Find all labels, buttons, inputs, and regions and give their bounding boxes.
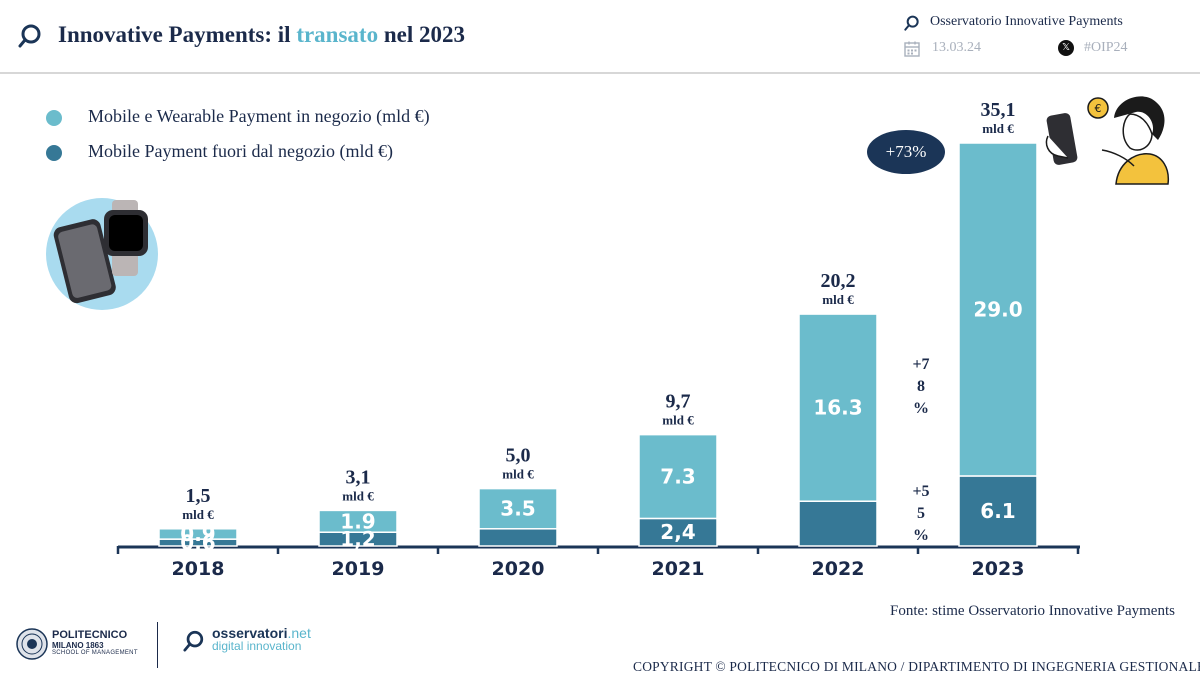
data-label-outside-store: 2,4 bbox=[660, 520, 695, 544]
bar-segment-outside-store bbox=[638, 517, 718, 547]
politecnico-school: SCHOOL OF MANAGEMENT bbox=[52, 650, 138, 656]
politecnico-name: POLITECNICO bbox=[52, 629, 128, 641]
bar-segment-outside-store bbox=[478, 528, 558, 547]
legend-swatch-light bbox=[46, 110, 62, 126]
x-logo-icon: 𝕏 bbox=[1058, 40, 1074, 56]
x-tick-label: 2018 bbox=[172, 558, 225, 580]
growth-light-line-1: +7 bbox=[912, 356, 930, 373]
growth-dark-line-2: 5 bbox=[917, 505, 925, 522]
x-tick-label: 2022 bbox=[812, 558, 865, 580]
total-unit-label: mld € bbox=[342, 488, 374, 503]
total-unit-label: mld € bbox=[662, 413, 694, 428]
osservatori-tagline: digital innovation bbox=[212, 639, 302, 653]
growth-dark-line-1: +5 bbox=[912, 483, 930, 500]
copyright-note: COPYRIGHT © POLITECNICO DI MILANO / DIPA… bbox=[633, 659, 1200, 674]
phone-watch-illustration bbox=[46, 198, 158, 310]
data-label-outside-store: 0.6 bbox=[180, 531, 215, 555]
bar-segment-outside-store bbox=[798, 500, 878, 547]
growth-label-dark: +5 5 % bbox=[909, 481, 933, 547]
total-value-label: 1,5 bbox=[186, 485, 211, 507]
legend-label-light: Mobile e Wearable Payment in negozio (ml… bbox=[88, 106, 430, 126]
bar-segment-in-store bbox=[318, 509, 398, 533]
data-label-in-store: 0.9 bbox=[180, 522, 215, 546]
data-label-in-store: 7.3 bbox=[660, 465, 695, 489]
politecnico-logo: POLITECNICO MILANO 1863 SCHOOL OF MANAGE… bbox=[52, 629, 138, 656]
growth-callout-pill: +73% bbox=[867, 130, 945, 174]
bar-segment-in-store bbox=[478, 487, 558, 530]
observatory-logo-icon bbox=[904, 15, 919, 31]
osservatori-tld: .net bbox=[287, 625, 311, 641]
bar-segment-in-store bbox=[158, 528, 238, 540]
magnifier-logo-icon bbox=[18, 24, 41, 48]
source-note: Fonte: stime Osservatorio Innovative Pay… bbox=[890, 603, 1175, 619]
legend-swatch-dark bbox=[46, 145, 62, 161]
logo-divider bbox=[157, 622, 158, 668]
data-label-in-store: 3.5 bbox=[500, 497, 535, 521]
header: Innovative Payments: il transato nel 202… bbox=[0, 0, 1200, 74]
data-label-in-store: 16.3 bbox=[813, 396, 862, 420]
bar-segment-in-store bbox=[638, 433, 718, 520]
date-text: 13.03.24 bbox=[932, 40, 981, 55]
calendar-icon bbox=[904, 41, 920, 57]
svg-text:€: € bbox=[1095, 102, 1102, 115]
x-tick-label: 2023 bbox=[972, 558, 1025, 580]
total-value-label: 9,7 bbox=[666, 391, 691, 413]
legend-label-dark: Mobile Payment fuori dal negozio (mld €) bbox=[88, 141, 393, 161]
data-label-outside-store: 6.1 bbox=[980, 499, 1015, 523]
x-tick-label: 2019 bbox=[332, 558, 385, 580]
total-value-label: 3,1 bbox=[346, 466, 371, 488]
total-value-label: 35,1 bbox=[981, 99, 1016, 121]
total-unit-label: mld € bbox=[982, 121, 1014, 136]
bar-segment-outside-store bbox=[958, 475, 1038, 547]
osservatori-name: osservatori bbox=[212, 625, 288, 641]
growth-light-line-3: % bbox=[913, 400, 929, 417]
data-label-in-store: 29.0 bbox=[973, 297, 1022, 321]
osservatori-logo-icon bbox=[183, 630, 204, 652]
x-tick-label: 2020 bbox=[492, 558, 545, 580]
data-label-outside-store: 1,2 bbox=[340, 527, 375, 551]
page-title: Innovative Payments: il transato nel 202… bbox=[58, 22, 465, 48]
bar-segment-in-store bbox=[958, 142, 1038, 477]
title-accent: transato bbox=[296, 22, 379, 47]
growth-label-light: +7 8 % bbox=[909, 354, 933, 420]
growth-dark-line-3: % bbox=[913, 527, 929, 544]
title-suffix: nel 2023 bbox=[378, 22, 465, 47]
bar-segment-in-store bbox=[798, 313, 878, 502]
data-label-in-store: 1.9 bbox=[340, 509, 375, 533]
total-value-label: 5,0 bbox=[506, 445, 531, 467]
observatory-name: Osservatorio Innovative Payments bbox=[930, 14, 1123, 29]
x-tick-label: 2021 bbox=[652, 558, 705, 580]
osservatori-logo: osservatori.net digital innovation bbox=[212, 625, 311, 653]
total-value-label: 20,2 bbox=[821, 270, 856, 292]
title-prefix: Innovative Payments: il bbox=[58, 22, 297, 47]
growth-light-line-2: 8 bbox=[917, 378, 925, 395]
hashtag-text: #OIP24 bbox=[1084, 40, 1128, 55]
politecnico-city: MILANO 1863 bbox=[52, 641, 104, 650]
total-unit-label: mld € bbox=[822, 292, 854, 307]
total-unit-label: mld € bbox=[182, 507, 214, 522]
politecnico-seal-icon bbox=[16, 628, 48, 660]
total-unit-label: mld € bbox=[502, 467, 534, 482]
woman-phone-illustration: € bbox=[1045, 96, 1170, 185]
